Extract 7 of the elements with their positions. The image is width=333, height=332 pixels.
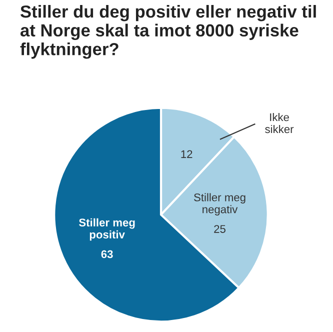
slice-label: Stiller meg positiv [78,218,135,241]
data-label: 63 [101,250,113,258]
slice-label: Stiller meg negativ [194,193,246,216]
slice-label: Ikke sikker [265,112,294,134]
data-label: 25 [214,225,226,233]
chart-title: Stiller du deg positiv eller negativ til at Norge skal ta imot 8000 syriske flyktninger? [20,4,316,59]
data-label: 12 [181,150,192,158]
